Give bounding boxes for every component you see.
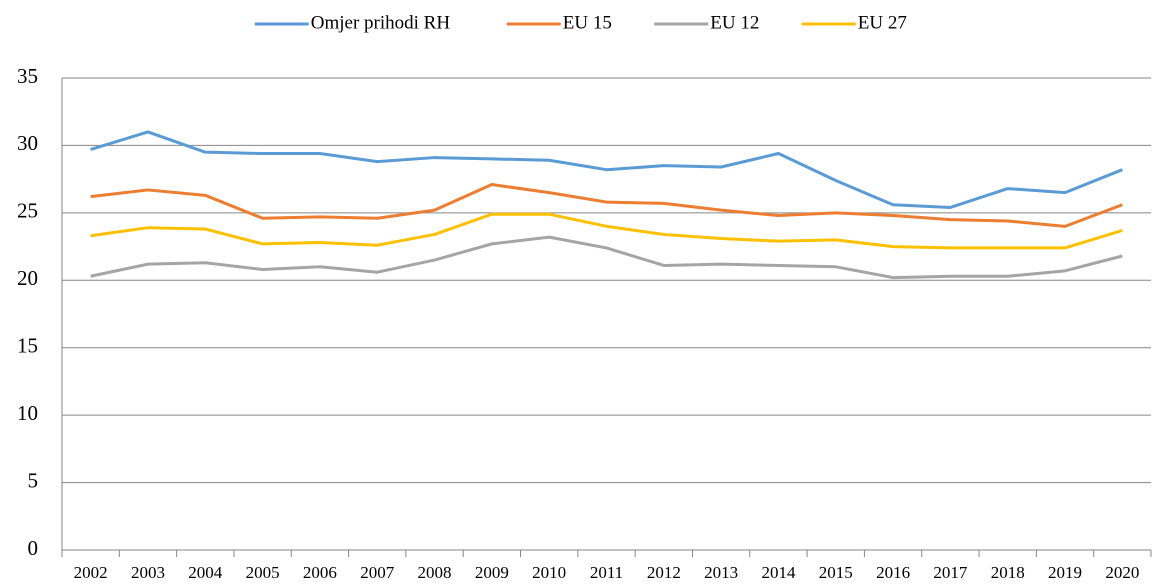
x-tick-label: 2003	[131, 563, 165, 582]
y-tick-label: 25	[17, 199, 38, 223]
x-tick-label: 2017	[933, 563, 968, 582]
x-tick-label: 2007	[360, 563, 395, 582]
x-tick-label: 2019	[1048, 563, 1082, 582]
x-tick-label: 2020	[1105, 563, 1139, 582]
legend-label: EU 27	[858, 12, 907, 33]
y-tick-label: 0	[28, 536, 39, 560]
x-tick-label: 2013	[704, 563, 738, 582]
y-tick-label: 30	[17, 131, 38, 155]
series-line	[90, 183, 1123, 228]
x-tick-label: 2004	[188, 563, 223, 582]
x-tick-label: 2018	[991, 563, 1025, 582]
legend-label: EU 15	[563, 12, 612, 33]
x-tick-label: 2010	[532, 563, 566, 582]
series-line	[90, 212, 1123, 250]
x-tick-label: 2002	[74, 563, 108, 582]
x-tick-label: 2014	[761, 563, 796, 582]
legend-label: EU 12	[710, 12, 759, 33]
y-tick-label: 35	[17, 64, 38, 88]
x-tick-label: 2016	[876, 563, 910, 582]
x-tick-label: 2015	[819, 563, 853, 582]
x-tick-label: 2009	[475, 563, 509, 582]
legend-label: Omjer prihodi RH	[311, 12, 451, 33]
x-tick-label: 2012	[647, 563, 681, 582]
y-tick-label: 10	[17, 401, 38, 425]
series-line	[90, 130, 1123, 209]
y-tick-label: 5	[28, 468, 39, 492]
y-tick-label: 20	[17, 266, 38, 290]
series-line	[90, 235, 1123, 280]
x-tick-label: 2011	[590, 563, 623, 582]
x-tick-label: 2005	[246, 563, 280, 582]
x-tick-label: 2006	[303, 563, 337, 582]
x-tick-label: 2008	[418, 563, 452, 582]
y-tick-label: 15	[17, 334, 38, 358]
